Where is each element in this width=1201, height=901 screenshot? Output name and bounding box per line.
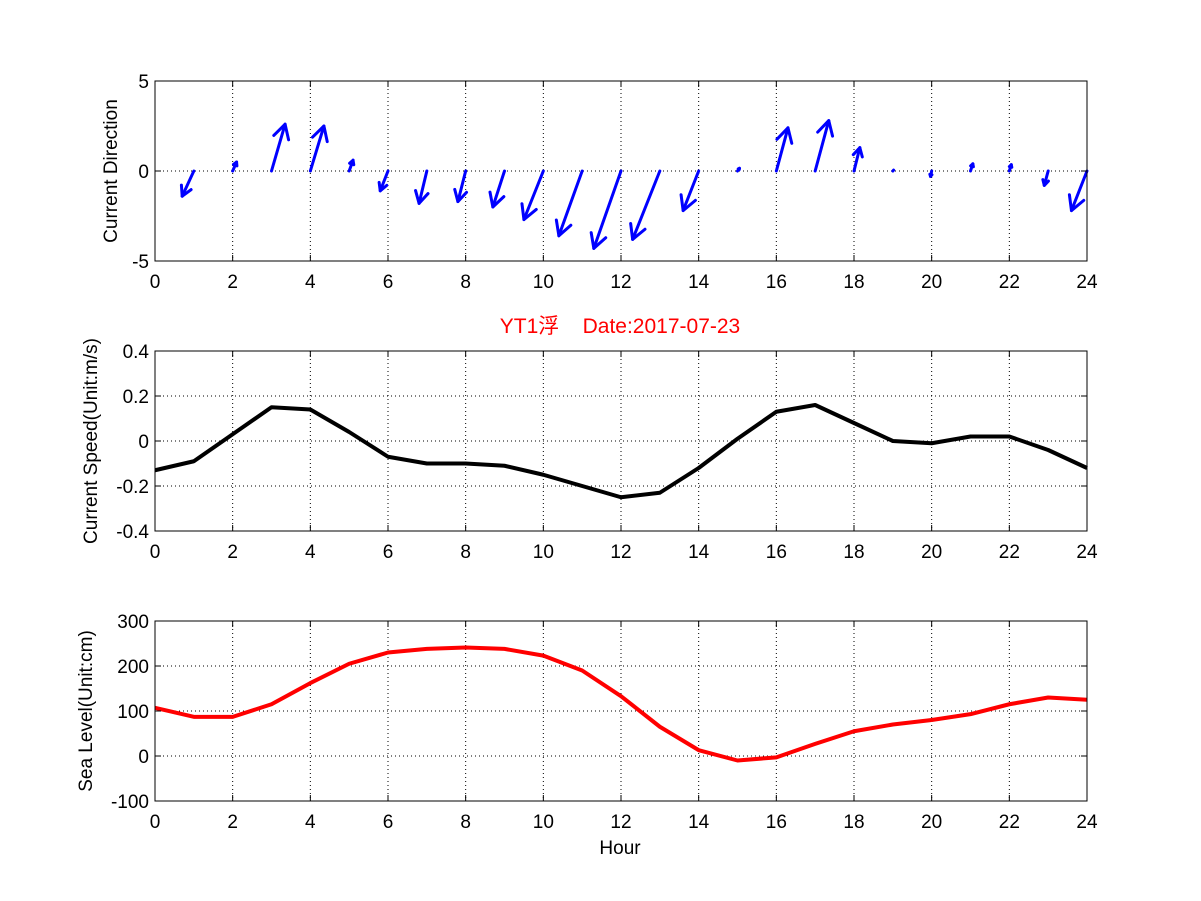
x-tick-label: 16: [766, 812, 787, 833]
x-tick-label: 24: [1076, 272, 1098, 293]
x-tick-label: 18: [843, 272, 864, 293]
x-tick-label: 4: [305, 272, 316, 293]
x-tick-label: 20: [921, 542, 942, 563]
quiver-arrow: [736, 166, 741, 173]
y-tick-label: 5: [138, 72, 149, 93]
sea-level-series: [154, 645, 1088, 763]
quiver-arrow: [308, 124, 329, 173]
hour-x-axis-label: Hour: [599, 838, 641, 859]
figure-title: YT1浮 Date:2017-07-23: [500, 315, 740, 338]
x-tick-label: 6: [383, 542, 394, 563]
sea-level-y-axis-label: Sea Level(Unit:cm): [76, 630, 97, 792]
direction-ticks: 0 2 4 6 8 10 12 14 16 18 20 22 24-505: [132, 72, 1098, 293]
quiver-arrow: [969, 162, 975, 173]
quiver-arrow: [813, 119, 835, 173]
quiver-arrow: [928, 169, 934, 178]
x-tick-label: 14: [688, 542, 710, 563]
quiver-arrow: [1067, 169, 1089, 213]
quiver-arrow: [679, 169, 701, 213]
speed-ticks: 0 2 4 6 8 10 12 14 16 18 20 22 24-0.4-0.200.20.4: [116, 342, 1098, 563]
x-tick-label: 14: [688, 272, 710, 293]
x-tick-label: 20: [921, 812, 942, 833]
y-tick-label: 200: [117, 657, 149, 678]
quiver-arrow: [520, 169, 545, 222]
y-tick-label: -0.2: [116, 477, 149, 498]
quiver-arrow: [453, 169, 469, 204]
quiver-arrow: [629, 169, 662, 241]
x-tick-label: 18: [843, 812, 864, 833]
y-tick-label: -100: [111, 792, 149, 813]
quiver-arrow: [1007, 163, 1014, 173]
x-tick-label: 8: [460, 272, 471, 293]
speed-series: [154, 403, 1088, 500]
y-tick-label: 0: [138, 747, 149, 768]
quiver-arrow: [589, 169, 623, 250]
speed-grid: [155, 351, 1087, 531]
x-tick-label: 14: [688, 812, 710, 833]
quiver-arrow: [347, 158, 356, 173]
x-tick-label: 0: [150, 272, 161, 293]
x-tick-label: 10: [533, 272, 554, 293]
quiver-arrow: [774, 126, 794, 173]
quiver-arrow: [414, 169, 430, 205]
x-tick-label: 18: [843, 542, 864, 563]
current-direction-panel: 0 2 4 6 8 10 12 14 16 18 20 22 24-505 Current Direct…: [101, 72, 1098, 293]
x-tick-label: 24: [1076, 542, 1098, 563]
x-tick-label: 4: [305, 542, 316, 563]
y-tick-label: 100: [117, 702, 149, 723]
y-tick-label: 0.2: [123, 387, 149, 408]
x-tick-label: 6: [383, 812, 394, 833]
quiver-arrow: [851, 146, 864, 173]
y-tick-label: 0.4: [123, 342, 150, 363]
x-tick-label: 16: [766, 542, 787, 563]
y-tick-label: 0: [138, 162, 149, 183]
quiver-arrow: [377, 169, 390, 193]
x-tick-label: 22: [999, 542, 1020, 563]
x-tick-label: 8: [460, 812, 471, 833]
x-tick-label: 12: [610, 272, 631, 293]
quiver-arrow: [270, 122, 291, 173]
x-tick-label: 0: [150, 542, 161, 563]
quiver-arrow: [1041, 169, 1050, 187]
x-tick-label: 2: [227, 272, 238, 293]
x-tick-label: 4: [305, 812, 316, 833]
x-tick-label: 8: [460, 542, 471, 563]
x-tick-label: 6: [383, 272, 394, 293]
x-tick-label: 2: [227, 542, 238, 563]
current-speed-panel: 0 2 4 6 8 10 12 14 16 18 20 22 24-0.4-0.200.20.4 Cur…: [81, 338, 1098, 563]
x-tick-label: 0: [150, 812, 161, 833]
x-tick-label: 22: [999, 272, 1020, 293]
series-line: [154, 403, 1088, 500]
direction-arrows: [179, 119, 1089, 250]
speed-y-axis-label: Current Speed(Unit:m/s): [81, 338, 102, 544]
y-tick-label: 0: [138, 432, 149, 453]
quiver-arrow: [179, 169, 196, 198]
x-tick-label: 12: [610, 542, 631, 563]
x-tick-label: 2: [227, 812, 238, 833]
quiver-arrow: [554, 169, 584, 238]
x-tick-label: 16: [766, 272, 787, 293]
x-tick-label: 22: [999, 812, 1020, 833]
y-tick-label: -5: [132, 252, 149, 273]
x-tick-label: 20: [921, 272, 942, 293]
direction-y-axis-label: Current Direction: [101, 99, 122, 243]
y-tick-label: -0.4: [116, 522, 149, 543]
series-line: [154, 645, 1088, 763]
quiver-arrow: [891, 168, 896, 173]
x-tick-label: 10: [533, 812, 554, 833]
sea-level-grid: [155, 621, 1087, 801]
x-tick-label: 10: [533, 542, 554, 563]
quiver-arrow: [231, 160, 239, 173]
x-tick-label: 24: [1076, 812, 1098, 833]
y-tick-label: 300: [117, 612, 149, 633]
x-tick-label: 12: [610, 812, 631, 833]
quiver-arrow: [488, 169, 506, 209]
